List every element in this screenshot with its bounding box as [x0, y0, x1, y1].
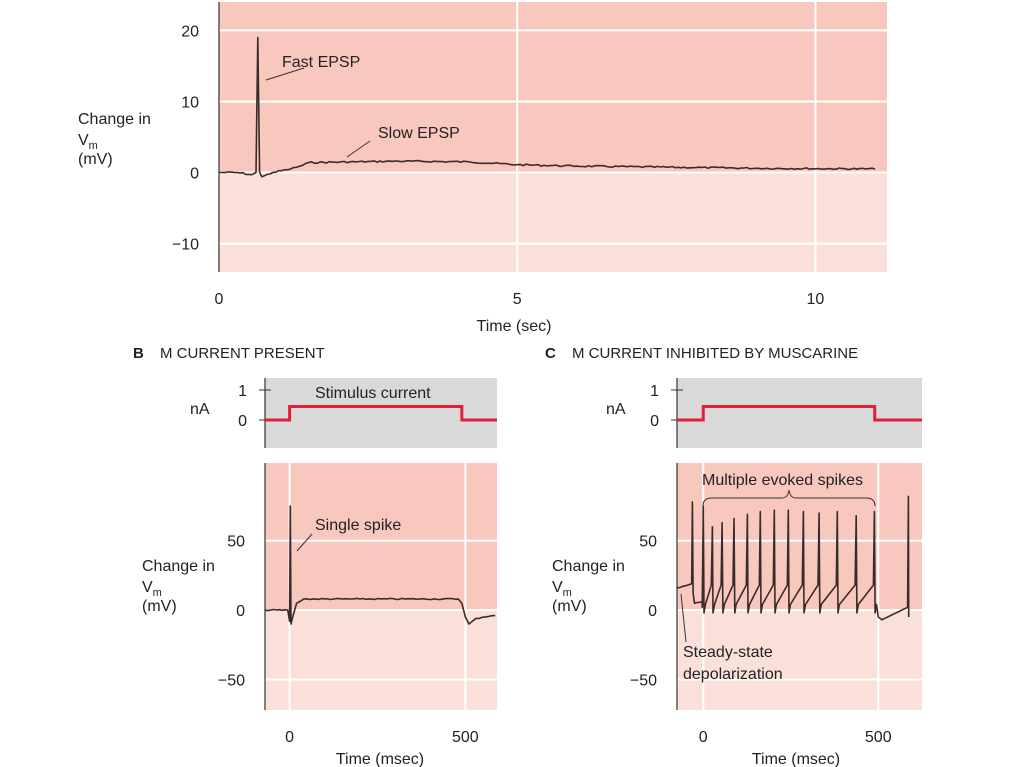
y-tick-label: 10 [181, 94, 199, 111]
annotation-depolarization: depolarization [683, 666, 783, 683]
panel-c-vm-chart: 500−500 500 [630, 463, 922, 746]
y-tick-label: 1 [650, 383, 659, 400]
x-tick-label: 10 [807, 291, 825, 308]
panel-b-title: M CURRENT PRESENT [160, 345, 325, 362]
vm-trace [676, 495, 910, 621]
annotation-multiple-spikes: Multiple evoked spikes [702, 472, 863, 489]
panel-c-letter: C [545, 345, 556, 362]
panel-b-ylabel-line1: Change in [142, 558, 215, 575]
x-tick-label: 500 [452, 729, 479, 746]
panel-b-ylabel-v: Vm [142, 579, 162, 599]
y-tick-label: 1 [238, 383, 247, 400]
spikes-brace [702, 489, 876, 507]
panel-c-stim-ylabel: nA [606, 401, 626, 418]
y-tick-label: 0 [190, 166, 199, 183]
y-tick-label: 20 [181, 23, 199, 40]
x-tick-label: 5 [513, 291, 522, 308]
panel-b-vm-chart: 500−500 500 [218, 463, 497, 746]
panel-b-ylabel-unit: (mV) [142, 598, 177, 615]
below-zero-region [265, 610, 497, 710]
y-tick-label: 0 [238, 413, 247, 430]
y-tick-label: −10 [172, 237, 199, 254]
x-tick-label: 0 [215, 291, 224, 308]
panel-c-ylabel-unit: (mV) [552, 598, 587, 615]
single-spike-leader [296, 533, 313, 552]
y-tick-label: 0 [650, 413, 659, 430]
y-tick-label: 50 [639, 534, 657, 551]
annotation-slow-epsp: Slow EPSP [378, 125, 460, 142]
panel-a-ylabel-line1: Change in [78, 111, 151, 128]
panel-b-letter: B [133, 345, 144, 362]
x-tick-label: 0 [699, 729, 708, 746]
above-zero-region [265, 463, 497, 611]
stimulus-background [265, 378, 497, 448]
x-tick-label: 0 [285, 729, 294, 746]
vm-trace [219, 36, 876, 178]
panel-c-ylabel-line1: Change in [552, 558, 625, 575]
stimulus-background [677, 378, 922, 448]
panel-b-stim-ylabel: nA [190, 401, 210, 418]
stimulus-current-trace [677, 405, 922, 422]
y-tick-label: 50 [227, 534, 245, 551]
slow-epsp-leader [346, 140, 371, 158]
below-zero-region [219, 172, 887, 272]
above-zero-region [677, 463, 922, 611]
panel-b-xlabel: Time (msec) [336, 751, 424, 767]
vm-trace [264, 505, 496, 625]
panel-a-ylabel-v: Vm [78, 132, 98, 152]
annotation-stimulus-current: Stimulus current [315, 385, 431, 402]
annotation-fast-epsp: Fast EPSP [282, 54, 360, 71]
steady-state-leader [680, 593, 687, 643]
stimulus-current-trace [265, 405, 497, 422]
panel-b-stimulus-chart: 10 [238, 378, 497, 448]
panel-c-xlabel: Time (msec) [752, 751, 840, 767]
y-tick-label: 0 [236, 603, 245, 620]
y-tick-label: −50 [218, 672, 245, 689]
panel-c-stimulus-chart: 10 [650, 378, 922, 448]
panel-c-title: M CURRENT INHIBITED BY MUSCARINE [572, 345, 858, 362]
y-tick-label: −50 [630, 672, 657, 689]
panel-a-chart: 20 10 0 −10 0 5 10 [172, 2, 887, 308]
fast-epsp-leader [265, 67, 305, 81]
panel-a-xlabel: Time (sec) [477, 318, 552, 335]
annotation-steady-state: Steady-state [683, 644, 773, 661]
annotation-single-spike: Single spike [315, 517, 401, 534]
above-zero-region [219, 2, 887, 173]
y-tick-label: 0 [648, 603, 657, 620]
x-tick-label: 500 [865, 729, 892, 746]
panel-c-ylabel-v: Vm [552, 579, 572, 599]
below-zero-region [677, 610, 922, 710]
panel-a-ylabel-unit: (mV) [78, 151, 113, 168]
